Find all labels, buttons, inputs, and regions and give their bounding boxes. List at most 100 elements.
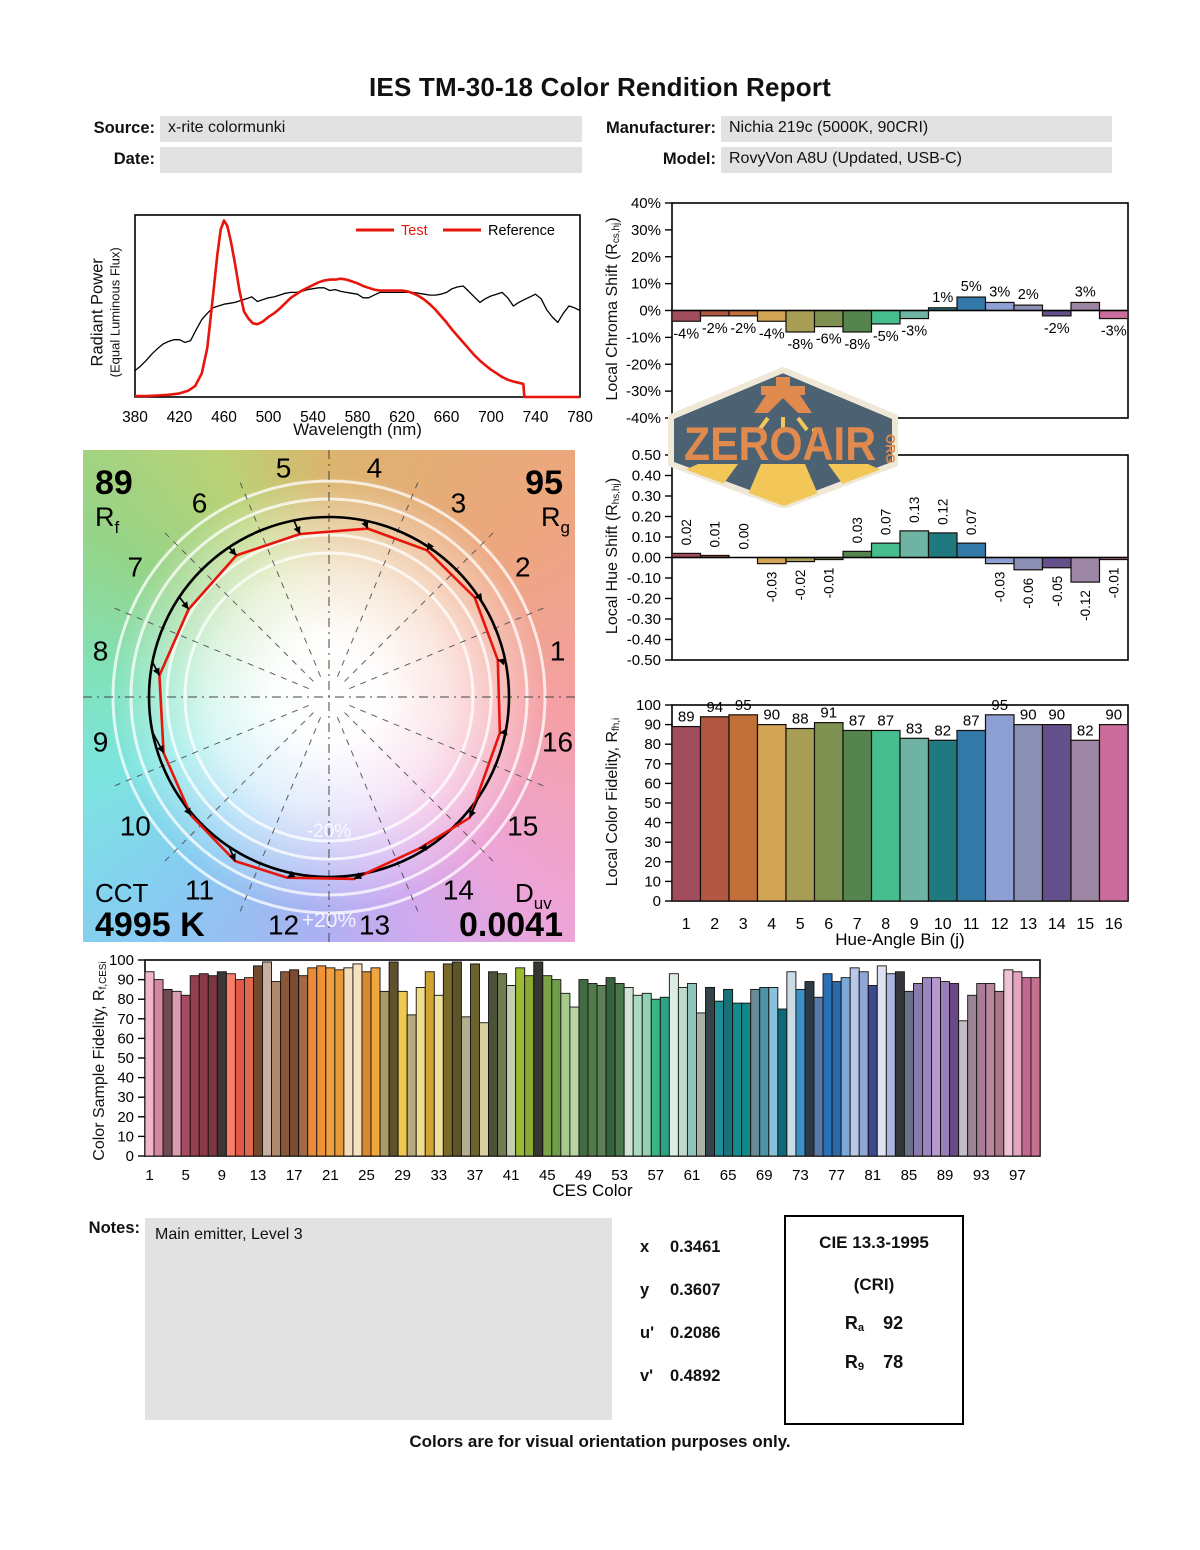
spd-chart: 380 420 460 500 540 580 620 660 700 740 780 Test Ref… xyxy=(122,214,593,426)
svg-text:90: 90 xyxy=(117,972,134,989)
svg-text:17: 17 xyxy=(286,1167,303,1184)
svg-text:-0.20: -0.20 xyxy=(627,591,661,608)
notes-label: Notes: xyxy=(88,1219,140,1237)
svg-text:Reference: Reference xyxy=(488,223,555,239)
svg-text:40: 40 xyxy=(644,815,661,832)
svg-text:95: 95 xyxy=(735,697,752,714)
svg-text:5%: 5% xyxy=(961,279,982,295)
svg-text:0%: 0% xyxy=(639,303,661,320)
svg-text:14: 14 xyxy=(1048,916,1066,933)
svg-text:380: 380 xyxy=(122,409,148,426)
chromaticity-row: x 0.3461 xyxy=(640,1238,720,1257)
svg-text:6: 6 xyxy=(192,487,208,518)
svg-text:88: 88 xyxy=(792,711,809,728)
svg-text:95: 95 xyxy=(991,697,1008,714)
cri-row: Ra 92 xyxy=(844,1313,904,1335)
svg-text:-8%: -8% xyxy=(844,337,870,353)
svg-text:-5%: -5% xyxy=(873,329,899,345)
svg-text:540: 540 xyxy=(300,409,326,426)
svg-text:-0.01: -0.01 xyxy=(822,568,837,599)
svg-text:-0.03: -0.03 xyxy=(765,572,780,603)
svg-text:-20%: -20% xyxy=(307,821,351,842)
svg-text:2%: 2% xyxy=(1018,287,1039,303)
svg-text:CES Color: CES Color xyxy=(552,1181,633,1200)
svg-text:740: 740 xyxy=(523,409,549,426)
svg-text:94: 94 xyxy=(706,699,723,716)
svg-text:80: 80 xyxy=(644,736,661,753)
svg-text:-6%: -6% xyxy=(816,332,842,348)
svg-text:30%: 30% xyxy=(631,222,661,239)
svg-text:1: 1 xyxy=(145,1167,153,1184)
svg-text:82: 82 xyxy=(1077,722,1094,739)
chromaticity-row: u' 0.2086 xyxy=(640,1324,720,1343)
chromaticity-value: 0.3461 xyxy=(670,1238,721,1256)
svg-text:-10%: -10% xyxy=(626,329,661,346)
svg-text:60: 60 xyxy=(644,775,661,792)
svg-text:-0.40: -0.40 xyxy=(627,632,661,649)
svg-text:-0.12: -0.12 xyxy=(1078,590,1093,621)
svg-text:91: 91 xyxy=(820,705,837,722)
svg-text:16: 16 xyxy=(542,726,573,757)
svg-text:14: 14 xyxy=(443,875,474,906)
svg-text:5: 5 xyxy=(796,916,805,933)
svg-text:90: 90 xyxy=(763,707,780,724)
svg-text:Hue-Angle Bin (j): Hue-Angle Bin (j) xyxy=(835,930,964,949)
svg-text:8: 8 xyxy=(93,636,109,667)
svg-text:87: 87 xyxy=(849,712,866,729)
svg-text:40: 40 xyxy=(117,1070,134,1087)
svg-text:-20%: -20% xyxy=(626,356,661,373)
svg-text:420: 420 xyxy=(167,409,193,426)
zeroair-logo: ZEROAIR ORG xyxy=(668,367,898,508)
svg-text:0.30: 0.30 xyxy=(632,488,661,505)
svg-text:89: 89 xyxy=(678,709,695,726)
svg-text:90: 90 xyxy=(644,717,661,734)
svg-text:90: 90 xyxy=(1105,707,1122,724)
chromaticity-label: y xyxy=(640,1281,650,1299)
svg-text:Rf: Rf xyxy=(95,502,120,537)
svg-text:500: 500 xyxy=(256,409,282,426)
svg-text:10%: 10% xyxy=(631,276,661,293)
svg-text:49: 49 xyxy=(575,1167,592,1184)
svg-text:8: 8 xyxy=(881,916,890,933)
chromaticity-label: v' xyxy=(640,1367,654,1385)
svg-text:25: 25 xyxy=(358,1167,375,1184)
svg-text:4: 4 xyxy=(767,916,776,933)
svg-text:-30%: -30% xyxy=(626,383,661,400)
svg-text:16: 16 xyxy=(1105,916,1123,933)
svg-text:-3%: -3% xyxy=(1101,324,1127,340)
svg-text:CCT: CCT xyxy=(95,878,149,908)
chromaticity-value: 0.3607 xyxy=(670,1281,721,1299)
svg-text:9: 9 xyxy=(93,726,109,757)
svg-text:4: 4 xyxy=(367,452,383,483)
svg-text:5: 5 xyxy=(182,1167,190,1184)
svg-text:3: 3 xyxy=(451,487,467,518)
cri-box: CIE 13.3-1995 (CRI) Ra 92 R9 78 xyxy=(784,1215,964,1425)
svg-text:Test: Test xyxy=(401,223,428,239)
source-label: Source: xyxy=(93,119,155,137)
svg-text:40%: 40% xyxy=(631,195,661,212)
svg-text:0.12: 0.12 xyxy=(936,499,951,525)
svg-text:460: 460 xyxy=(211,409,237,426)
cri-subtitle: (CRI) xyxy=(853,1275,895,1294)
notes-value: Main emitter, Level 3 xyxy=(145,1218,612,1420)
svg-text:100: 100 xyxy=(636,697,661,714)
svg-text:-8%: -8% xyxy=(787,337,813,353)
svg-text:580: 580 xyxy=(345,409,371,426)
svg-text:10: 10 xyxy=(120,810,151,841)
svg-text:1: 1 xyxy=(682,916,691,933)
svg-text:-0.03: -0.03 xyxy=(993,572,1008,603)
svg-text:20: 20 xyxy=(644,854,661,871)
svg-text:77: 77 xyxy=(828,1167,845,1184)
svg-text:+20%: +20% xyxy=(302,909,356,932)
svg-text:0: 0 xyxy=(653,893,661,910)
svg-text:-2%: -2% xyxy=(730,321,756,337)
svg-text:41: 41 xyxy=(503,1167,520,1184)
spd-x-axis-label: Wavelength (nm) xyxy=(293,420,422,439)
svg-text:-40%: -40% xyxy=(626,410,661,427)
svg-text:-0.10: -0.10 xyxy=(627,570,661,587)
svg-text:97: 97 xyxy=(1009,1167,1026,1184)
manufacturer-value: Nichia 219c (5000K, 90CRI) xyxy=(721,116,1112,142)
svg-text:57: 57 xyxy=(647,1167,664,1184)
